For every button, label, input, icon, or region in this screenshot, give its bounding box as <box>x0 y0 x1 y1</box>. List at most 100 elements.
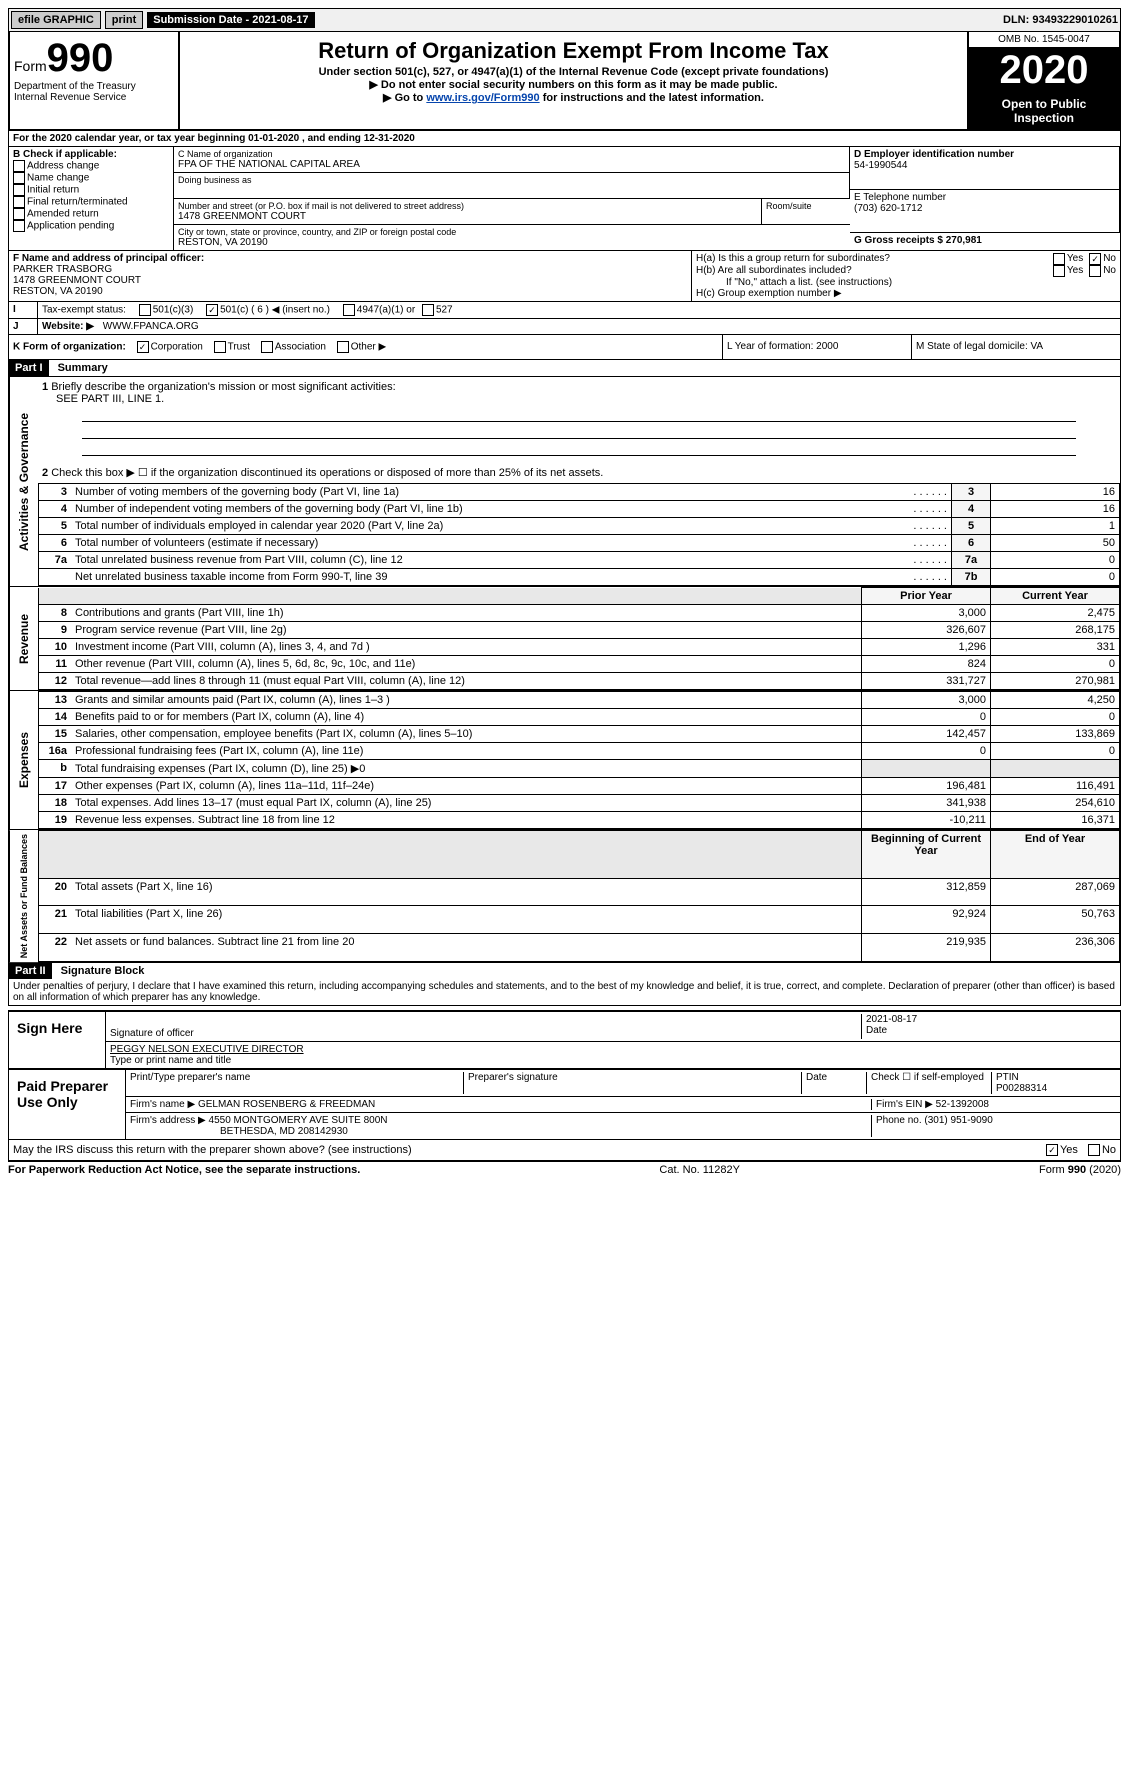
check-initial[interactable] <box>13 184 25 196</box>
net-table: Beginning of Current Year End of Year 20… <box>38 830 1120 962</box>
cat-no: Cat. No. 11282Y <box>659 1164 740 1176</box>
dept-irs: Internal Revenue Service <box>14 92 174 103</box>
firm-addr1: 4550 MONTGOMERY AVE SUITE 800N <box>209 1115 388 1126</box>
room-label: Room/suite <box>766 201 846 211</box>
dln: DLN: 93493229010261 <box>1003 14 1118 26</box>
form-header: Form990 Department of the Treasury Inter… <box>8 32 1121 131</box>
gross-receipts: G Gross receipts $ 270,981 <box>854 235 1116 246</box>
tax-year: 2020 <box>969 48 1119 93</box>
discuss-label: May the IRS discuss this return with the… <box>13 1144 1046 1156</box>
info-section: B Check if applicable: Address change Na… <box>8 147 1121 251</box>
box-b-label: B Check if applicable: <box>13 149 169 160</box>
check-other[interactable] <box>337 341 349 353</box>
phone-label: E Telephone number <box>854 192 1115 203</box>
officer-name: PARKER TRASBORG <box>13 264 687 275</box>
addr-label: Number and street (or P.O. box if mail i… <box>178 201 757 211</box>
vert-label-netassets: Net Assets or Fund Balances <box>9 830 38 962</box>
efile-label: efile GRAPHIC <box>11 11 101 29</box>
officer-group-section: F Name and address of principal officer:… <box>8 251 1121 302</box>
name-title-label: Type or print name and title <box>110 1055 1116 1066</box>
vert-label-expenses: Expenses <box>9 691 38 829</box>
tax-status-row: I Tax-exempt status: 501(c)(3) 501(c) ( … <box>8 302 1121 319</box>
check-final[interactable] <box>13 196 25 208</box>
ha-yes[interactable] <box>1053 253 1065 265</box>
date-label: Date <box>866 1025 1116 1036</box>
ptin-label: PTIN <box>996 1072 1116 1083</box>
sign-date: 2021-08-17 <box>866 1014 1116 1025</box>
ha-label: H(a) Is this a group return for subordin… <box>696 253 1053 265</box>
officer-label: F Name and address of principal officer: <box>13 253 687 264</box>
phone-value: (703) 620-1712 <box>854 203 1115 214</box>
print-button[interactable]: print <box>105 11 143 29</box>
top-bar: efile GRAPHIC print Submission Date - 20… <box>8 8 1121 32</box>
q2: Check this box ▶ ☐ if the organization d… <box>51 467 603 479</box>
org-name: FPA OF THE NATIONAL CAPITAL AREA <box>178 159 845 170</box>
check-pending[interactable] <box>13 220 25 232</box>
part1: Part I Summary Activities & Governance 1… <box>8 360 1121 963</box>
org-name-label: C Name of organization <box>178 149 845 159</box>
officer-addr2: RESTON, VA 20190 <box>13 286 687 297</box>
prep-sig-label: Preparer's signature <box>463 1072 801 1094</box>
firm-addr2: BETHESDA, MD 208142930 <box>130 1126 348 1137</box>
website-row: J Website: ▶ WWW.FPANCA.ORG <box>8 319 1121 335</box>
irs-link[interactable]: www.irs.gov/Form990 <box>426 92 539 104</box>
sig-officer-label: Signature of officer <box>110 1028 861 1039</box>
q1: Briefly describe the organization's miss… <box>51 381 395 393</box>
tax-status-label: Tax-exempt status: <box>42 305 126 316</box>
k-label: K Form of organization: <box>13 342 126 353</box>
exp-table: 13Grants and similar amounts paid (Part … <box>38 691 1120 829</box>
check-assoc[interactable] <box>261 341 273 353</box>
discuss-yes[interactable] <box>1046 1144 1058 1156</box>
firm-ein-label: Firm's EIN ▶ <box>876 1099 933 1110</box>
firm-addr-label: Firm's address ▶ <box>130 1115 206 1126</box>
part2-title: Signature Block <box>55 963 151 979</box>
q1-answer: SEE PART III, LINE 1. <box>42 393 164 405</box>
gov-table: 3Number of voting members of the governi… <box>38 483 1120 586</box>
part1-title: Summary <box>52 360 114 376</box>
firm-ein: 52-1392008 <box>936 1099 989 1110</box>
check-address[interactable] <box>13 160 25 172</box>
org-form-row: K Form of organization: Corporation Trus… <box>8 335 1121 360</box>
hb-no[interactable] <box>1089 265 1101 277</box>
submission-date: Submission Date - 2021-08-17 <box>147 12 314 28</box>
check-501c[interactable] <box>206 304 218 316</box>
website-value: WWW.FPANCA.ORG <box>103 321 199 332</box>
state-domicile: M State of legal domicile: VA <box>912 335 1120 359</box>
check-amended[interactable] <box>13 208 25 220</box>
check-527[interactable] <box>422 304 434 316</box>
firm-name-label: Firm's name ▶ <box>130 1099 195 1110</box>
footer: For Paperwork Reduction Act Notice, see … <box>8 1161 1121 1176</box>
firm-name: GELMAN ROSENBERG & FREEDMAN <box>198 1099 375 1110</box>
hb-yes[interactable] <box>1053 265 1065 277</box>
check-name[interactable] <box>13 172 25 184</box>
check-corp[interactable] <box>137 341 149 353</box>
discuss-row: May the IRS discuss this return with the… <box>8 1140 1121 1161</box>
check-501c3[interactable] <box>139 304 151 316</box>
sign-here-block: Sign Here Signature of officer 2021-08-1… <box>8 1010 1121 1069</box>
officer-addr1: 1478 GREENMONT COURT <box>13 275 687 286</box>
part1-header: Part I <box>9 360 49 376</box>
self-employed: Check ☐ if self-employed <box>866 1072 991 1094</box>
omb-number: OMB No. 1545-0047 <box>969 32 1119 48</box>
check-trust[interactable] <box>214 341 226 353</box>
form-note1: ▶ Do not enter social security numbers o… <box>184 78 963 91</box>
dept-treasury: Department of the Treasury <box>14 81 174 92</box>
form-ref: Form 990 (2020) <box>1039 1164 1121 1176</box>
discuss-no[interactable] <box>1088 1144 1100 1156</box>
check-4947[interactable] <box>343 304 355 316</box>
prep-date-label: Date <box>801 1072 866 1094</box>
declaration: Under penalties of perjury, I declare th… <box>9 979 1120 1005</box>
form-subtitle: Under section 501(c), 527, or 4947(a)(1)… <box>184 66 963 78</box>
ha-no[interactable] <box>1089 253 1101 265</box>
ein-label: D Employer identification number <box>854 149 1115 160</box>
city-label: City or town, state or province, country… <box>178 227 846 237</box>
tax-period: For the 2020 calendar year, or tax year … <box>8 131 1121 147</box>
pra-notice: For Paperwork Reduction Act Notice, see … <box>8 1164 360 1176</box>
paid-preparer-block: Paid Preparer Use Only Print/Type prepar… <box>8 1069 1121 1140</box>
part2: Part II Signature Block Under penalties … <box>8 963 1121 1006</box>
year-formation: L Year of formation: 2000 <box>723 335 912 359</box>
website-label: Website: ▶ <box>42 321 94 332</box>
hc-label: H(c) Group exemption number ▶ <box>696 288 1116 299</box>
dba-label: Doing business as <box>178 175 845 185</box>
hb-label: H(b) Are all subordinates included? <box>696 265 1053 277</box>
